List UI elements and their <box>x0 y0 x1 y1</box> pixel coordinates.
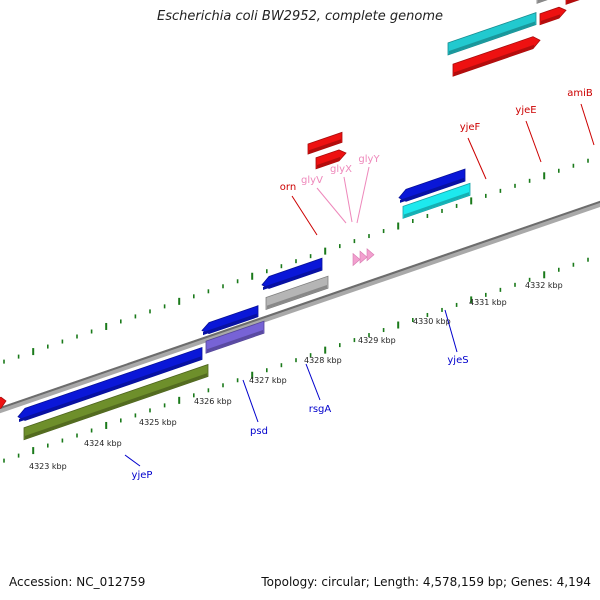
accession-text: Accession: NC_012759 <box>9 575 146 589</box>
gene-label-yjee: yjeE <box>515 105 536 116</box>
gene-psd-arrow-shade <box>203 313 257 336</box>
leader-orn <box>291 195 318 236</box>
scale-label-4330-kbp: 4330 kbp <box>413 317 451 326</box>
gene-yjee-arrow-shade <box>541 14 560 24</box>
gene-features <box>0 0 580 441</box>
gene-label-glyx: glyX <box>330 164 352 175</box>
leader-yjef <box>467 137 487 180</box>
gene-yjef-cds-row-a-shade <box>449 21 535 55</box>
leader-glyv <box>316 187 347 224</box>
gene-yjef-arrow-shade <box>454 44 534 76</box>
scale-label-4326-kbp: 4326 kbp <box>194 397 232 406</box>
scale-ticks <box>3 158 589 463</box>
gene-label-amib: amiB <box>567 88 593 99</box>
gene-psd-cds-row-d-shade <box>207 330 263 353</box>
gene-label-orn: orn <box>280 182 296 193</box>
scale-label-4331-kbp: 4331 kbp <box>469 298 507 307</box>
gene-yjes-arrow-shade <box>400 177 464 203</box>
map-title: Escherichia coli BW2952, complete genome <box>157 9 443 24</box>
gene-yjep-arrow-shade <box>19 356 201 422</box>
leader-yjee <box>525 120 542 163</box>
leader-psd <box>242 379 259 423</box>
leader-yjep <box>124 454 141 467</box>
leader-glyy <box>356 166 370 224</box>
trna-marker-glyy <box>366 248 375 262</box>
scale-label-4329-kbp: 4329 kbp <box>358 336 396 345</box>
scale-label-4327-kbp: 4327 kbp <box>249 376 287 385</box>
genome-backbone <box>0 200 600 414</box>
scale-label-4328-kbp: 4328 kbp <box>304 356 342 365</box>
gene-label-rsga: rsgA <box>309 404 332 415</box>
leader-rsga <box>305 363 321 401</box>
label-leaders <box>124 103 595 467</box>
scale-label-4323-kbp: 4323 kbp <box>29 462 67 471</box>
gene-amib-arrow-shade <box>567 0 578 4</box>
gene-edge-arrow-left <box>0 396 7 409</box>
scale-label-4324-kbp: 4324 kbp <box>84 439 122 448</box>
gene-label-yjep: yjeP <box>132 470 153 481</box>
gene-rsga-cds-row-d-shade <box>267 285 327 309</box>
leader-amib <box>580 103 595 146</box>
gene-label-yjef: yjeF <box>460 122 481 133</box>
gene-yjee-cds-row-a-shade <box>538 0 546 3</box>
scale-label-4332-kbp: 4332 kbp <box>525 281 563 290</box>
leader-glyx <box>343 176 353 223</box>
gene-orn-arrow-shade <box>317 157 340 168</box>
gene-label-psd: psd <box>250 426 268 437</box>
trna-marker-glyx <box>359 250 368 264</box>
gene-orn-cds-row-a-shade <box>309 139 341 154</box>
scale-label-4325-kbp: 4325 kbp <box>139 418 177 427</box>
leader-yjes <box>444 309 458 353</box>
trna-marker-glyv <box>352 252 361 267</box>
gene-yjes-cds-row-d-shade <box>404 192 469 218</box>
gene-rsga-arrow-shade <box>263 267 321 291</box>
gene-label-glyy: glyY <box>358 154 380 165</box>
gene-label-glyv: glyV <box>301 175 323 186</box>
genome-summary-text: Topology: circular; Length: 4,578,159 bp… <box>261 575 591 589</box>
gene-yjep-cds-row-d-shade <box>25 373 207 439</box>
gene-label-yjes: yjeS <box>447 355 468 366</box>
labels-layer: 4323 kbp 4324 kbp 4325 kbp 4326 kbp 4327 kbp… <box>29 88 593 481</box>
